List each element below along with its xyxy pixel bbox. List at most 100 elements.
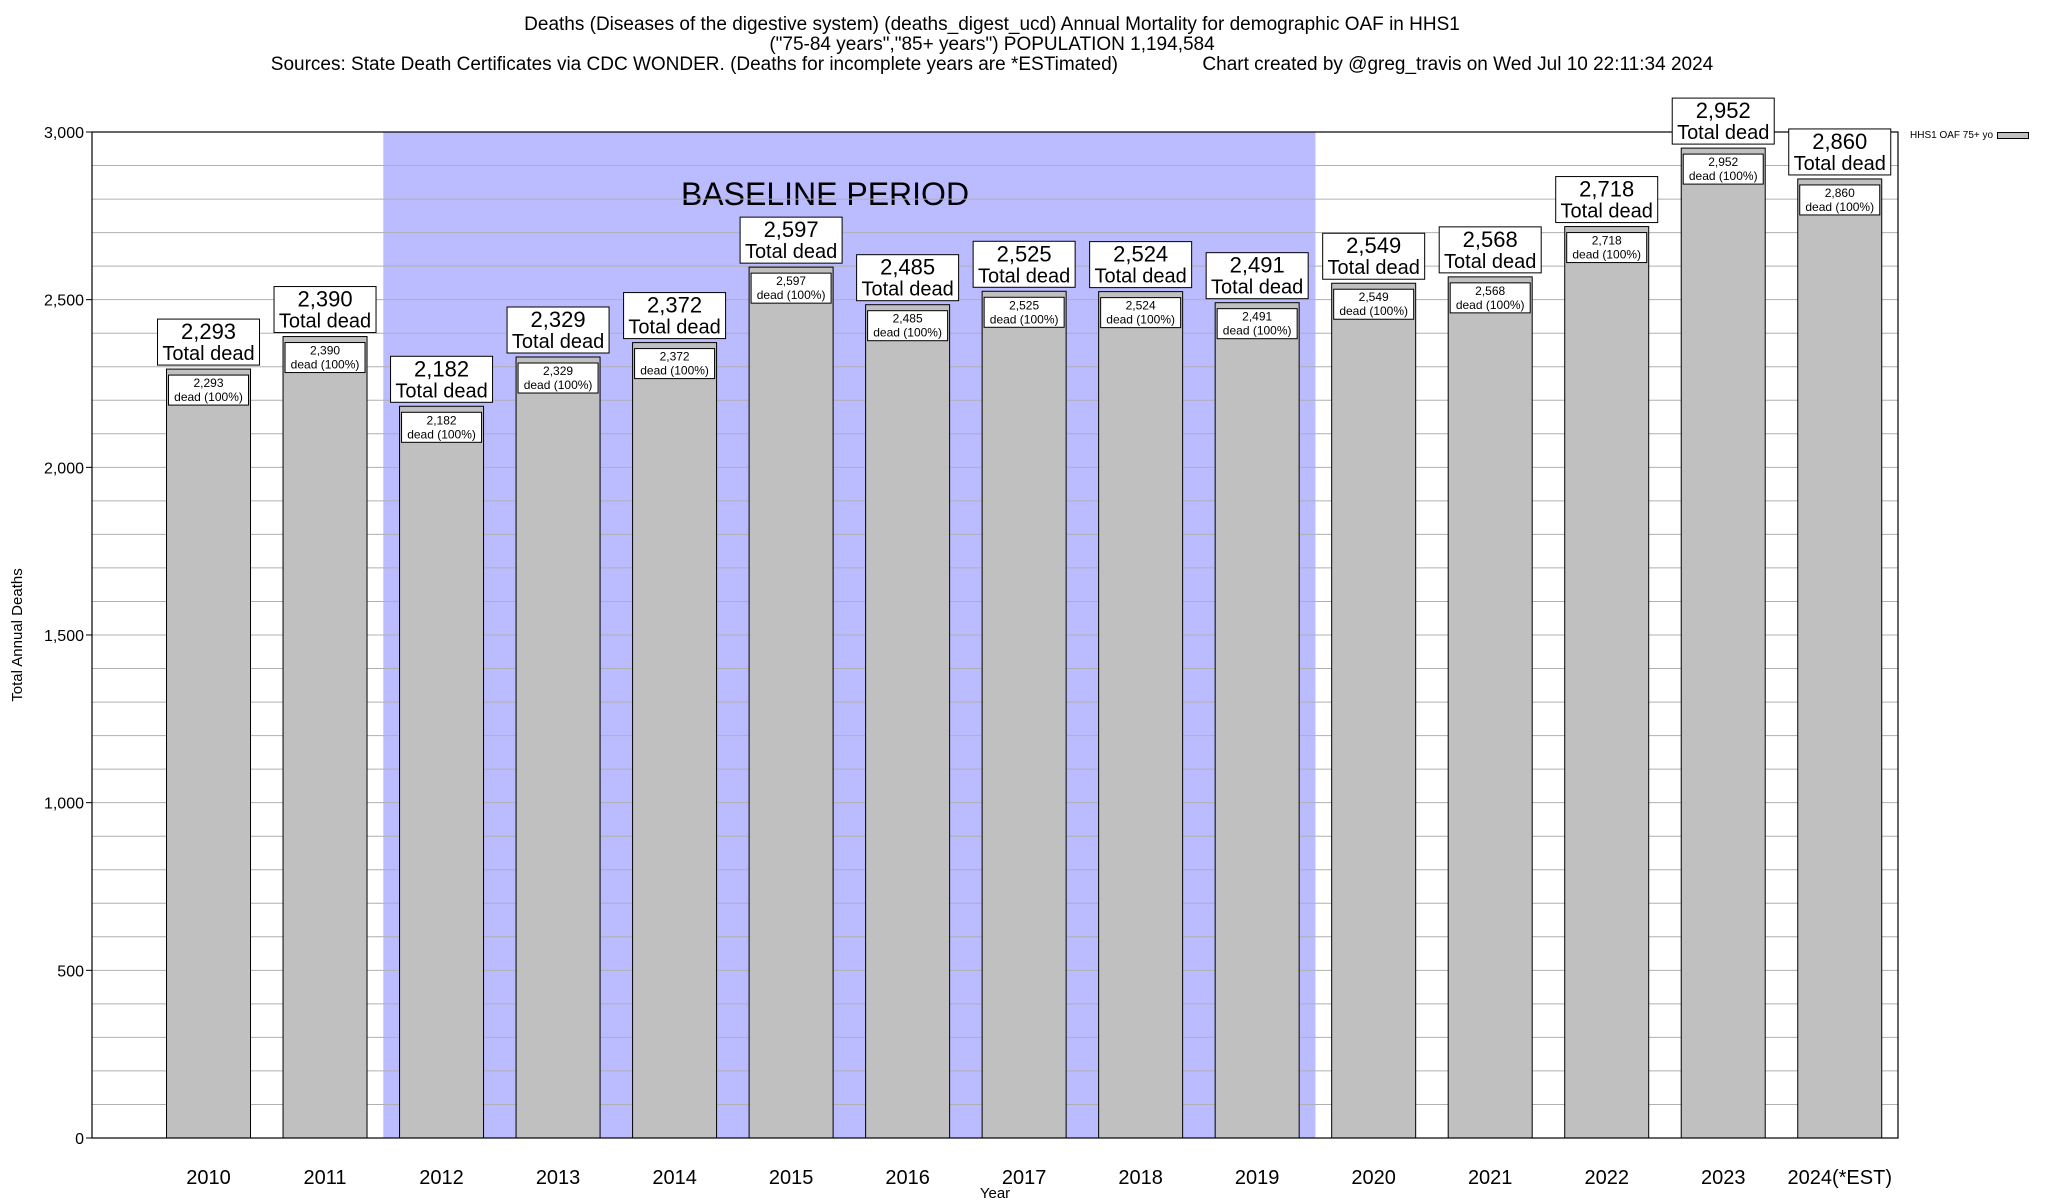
inner-label-text: dead (100%) — [1106, 313, 1175, 327]
inner-label-box — [1449, 282, 1531, 314]
bar-2020 — [1331, 282, 1417, 1139]
inner-label-value: 2,182 — [427, 413, 457, 427]
total-label-value: 2,524 — [1113, 242, 1168, 267]
total-label-value: 2,718 — [1579, 177, 1634, 202]
x-tick-label: 2013 — [536, 1167, 581, 1189]
inner-label-value: 2,329 — [543, 364, 573, 378]
total-label-value: 2,597 — [764, 217, 819, 242]
total-label-box — [1788, 128, 1892, 176]
total-label-value: 2,860 — [1812, 129, 1867, 154]
inner-label-text: dead (100%) — [1339, 304, 1408, 318]
total-label-text: Total dead — [1211, 277, 1303, 299]
total-label-box — [390, 355, 494, 403]
inner-label-value: 2,524 — [1126, 299, 1156, 313]
total-label-value: 2,372 — [647, 293, 702, 318]
inner-label-value: 2,293 — [194, 376, 224, 390]
x-tick-label: 2015 — [769, 1167, 814, 1189]
y-axis-title: Total Annual Deaths — [9, 568, 26, 701]
bar-2016 — [865, 304, 951, 1139]
inner-label-box — [1216, 308, 1298, 340]
inner-label-box — [401, 411, 483, 443]
total-label-value: 2,952 — [1696, 98, 1751, 123]
inner-label-text: dead (100%) — [873, 326, 942, 340]
inner-label-box — [1682, 153, 1764, 185]
bar-2024(*EST) — [1797, 178, 1883, 1139]
inner-label-value: 2,525 — [1009, 298, 1039, 312]
total-label-text: Total dead — [279, 311, 371, 333]
x-tick-label: 2018 — [1118, 1167, 1163, 1189]
inner-label-box — [1333, 288, 1415, 320]
inner-label-text: dead (100%) — [990, 312, 1059, 326]
inner-label-value: 2,491 — [1242, 310, 1272, 324]
total-label-text: Total dead — [1444, 251, 1536, 273]
total-label-box — [1089, 241, 1193, 289]
total-label-box — [273, 286, 377, 334]
x-tick-label: 2014 — [652, 1167, 697, 1189]
bar-2010 — [166, 368, 252, 1139]
chart-source-line: Sources: State Death Certificates via CD… — [270, 54, 1714, 75]
total-label-value: 2,485 — [880, 255, 935, 280]
total-label-text: Total dead — [512, 331, 604, 353]
inner-label-box — [168, 374, 250, 406]
inner-label-value: 2,597 — [776, 274, 806, 288]
total-label-value: 2,491 — [1230, 253, 1285, 278]
total-label-value: 2,293 — [181, 319, 236, 344]
total-label-box — [623, 292, 727, 340]
total-label-text: Total dead — [1328, 257, 1420, 279]
inner-label-text: dead (100%) — [1805, 200, 1874, 214]
total-label-value: 2,182 — [414, 356, 469, 381]
x-axis-title: Year — [980, 1185, 1010, 1200]
inner-label-value: 2,718 — [1592, 234, 1622, 248]
y-tick-label: 3,000 — [44, 125, 84, 142]
total-label-box — [1555, 176, 1659, 224]
legend: HHS1 OAF 75+ yo — [1910, 130, 2030, 141]
total-label-text: Total dead — [978, 265, 1070, 287]
bar-2018 — [1098, 291, 1184, 1139]
inner-label-value: 2,390 — [310, 344, 340, 358]
x-tick-label: 2016 — [885, 1167, 930, 1189]
total-label-text: Total dead — [861, 279, 953, 301]
legend-swatch — [1997, 132, 2030, 139]
inner-label-text: dead (100%) — [640, 364, 709, 378]
x-tick-label: 2022 — [1584, 1167, 1629, 1189]
x-tick-label: 2012 — [419, 1167, 464, 1189]
bar-2014 — [632, 342, 718, 1139]
baseline-period-label: BASELINE PERIOD — [681, 176, 969, 212]
total-label-text: Total dead — [1561, 201, 1653, 223]
y-tick-label: 500 — [57, 963, 84, 980]
y-tick-label: 2,500 — [44, 293, 84, 310]
inner-label-value: 2,568 — [1475, 284, 1505, 298]
chart-subtitle: ("75-84 years","85+ years") POPULATION 1… — [769, 34, 1215, 55]
inner-label-text: dead (100%) — [174, 390, 243, 404]
total-label-box — [1438, 226, 1542, 274]
total-label-value: 2,549 — [1346, 233, 1401, 258]
x-tick-label: 2019 — [1235, 1167, 1280, 1189]
total-label-text: Total dead — [395, 380, 487, 402]
bar-2022 — [1564, 226, 1650, 1139]
inner-label-text: dead (100%) — [757, 288, 826, 302]
bar-2013 — [515, 356, 601, 1139]
inner-label-value: 2,549 — [1359, 290, 1389, 304]
bar-2017 — [981, 290, 1067, 1139]
inner-label-box — [750, 272, 832, 304]
total-label-box — [1671, 97, 1775, 145]
inner-label-box — [517, 362, 599, 394]
x-tick-label: 2021 — [1468, 1167, 1513, 1189]
total-label-value: 2,525 — [997, 241, 1052, 266]
total-label-text: Total dead — [745, 241, 837, 263]
total-label-box — [1322, 232, 1426, 280]
y-tick-label: 0 — [75, 1131, 84, 1148]
bar-2021 — [1447, 276, 1533, 1139]
legend-label: HHS1 OAF 75+ yo — [1910, 130, 1994, 141]
inner-label-text: dead (100%) — [1456, 298, 1525, 312]
inner-label-box — [634, 348, 716, 380]
x-tick-label: 2020 — [1351, 1167, 1396, 1189]
total-label-box — [506, 306, 610, 354]
total-label-text: Total dead — [1794, 153, 1886, 175]
inner-label-value: 2,372 — [660, 350, 690, 364]
inner-label-text: dead (100%) — [291, 358, 360, 372]
total-label-text: Total dead — [1094, 266, 1186, 288]
y-tick-label: 2,000 — [44, 460, 84, 477]
x-tick-label: 2023 — [1701, 1167, 1746, 1189]
